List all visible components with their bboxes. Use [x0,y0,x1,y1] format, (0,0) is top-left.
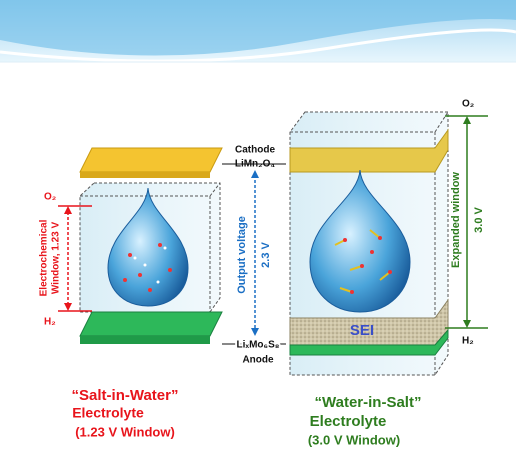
cathode-label: Cathode [235,145,275,156]
left-o2: O₂ [44,192,56,203]
right-window-value: 3.0 V [473,206,485,232]
right-window: Expanded window [450,172,462,268]
right-o2: O₂ [462,99,474,110]
output-value: 2.3 V [260,241,272,267]
right-cell [289,111,488,376]
right-caption: Electrolyte [310,413,387,430]
banner [0,0,516,63]
anode-label: Anode [242,355,274,366]
left-window-line: Electrochemical [39,219,50,296]
left-caption: Electrolyte [72,405,144,421]
right-caption: (3.0 V Window) [308,432,400,447]
left-cell [58,147,223,344]
output-voltage: Output voltage [236,216,248,294]
sei-label: SEI [350,322,374,339]
left-h2: H₂ [44,317,56,328]
right-h2: H₂ [462,336,474,347]
left-window-line: Window, 1.23 V [51,222,62,295]
left-caption: (1.23 V Window) [75,424,175,439]
anode-material: LiₓMo₆S₈ [237,340,280,351]
right-caption: “Water-in-Salt” [315,394,422,411]
left-caption: “Salt-in-Water” [72,387,179,404]
